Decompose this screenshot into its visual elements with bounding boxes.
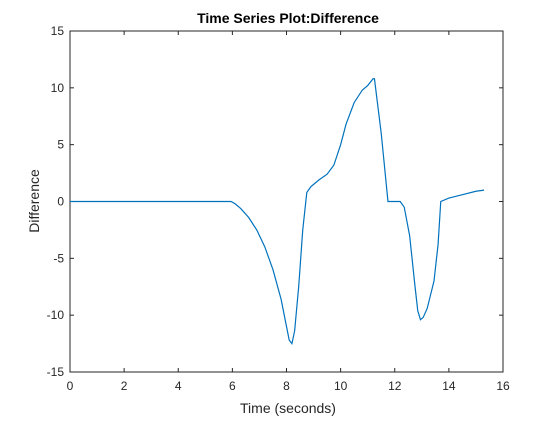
x-tick-label: 2 xyxy=(121,379,128,393)
y-tick-label: 10 xyxy=(51,81,65,95)
y-tick-label: -15 xyxy=(47,365,65,379)
x-axis: 0 2 4 6 8 10 12 14 16 xyxy=(67,31,510,393)
y-tick-label: -5 xyxy=(53,251,64,265)
y-tick-label: -10 xyxy=(47,308,65,322)
y-axis-label: Difference xyxy=(26,169,42,233)
y-axis: -15 -10 -5 0 5 10 15 xyxy=(47,24,503,379)
x-tick-label: 8 xyxy=(283,379,290,393)
x-tick-label: 10 xyxy=(334,379,348,393)
y-tick-label: 5 xyxy=(57,138,64,152)
difference-series-line xyxy=(70,78,485,345)
x-axis-label: Time (seconds) xyxy=(240,400,336,416)
x-tick-label: 6 xyxy=(229,379,236,393)
y-tick-label: 15 xyxy=(51,24,65,38)
x-tick-label: 14 xyxy=(442,379,456,393)
x-tick-label: 0 xyxy=(67,379,74,393)
x-tick-label: 4 xyxy=(175,379,182,393)
y-tick-label: 0 xyxy=(57,195,64,209)
chart-title: Time Series Plot:Difference xyxy=(197,10,379,26)
x-tick-label: 16 xyxy=(496,379,510,393)
x-tick-label: 12 xyxy=(388,379,402,393)
